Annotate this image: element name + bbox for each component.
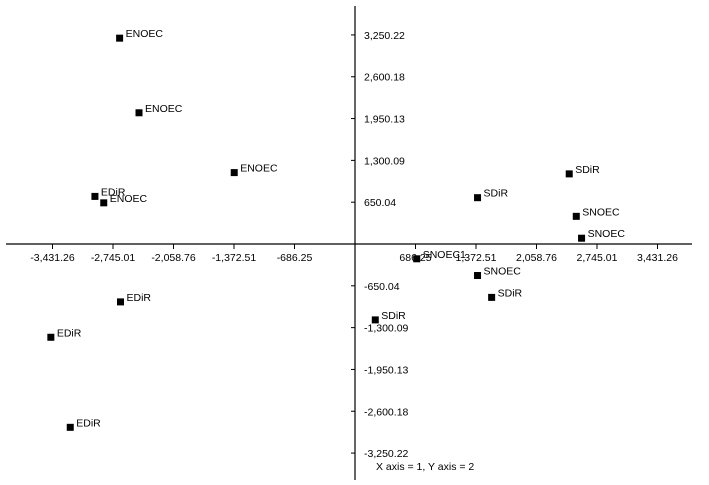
data-point-marker — [474, 194, 482, 202]
data-point-marker — [116, 34, 124, 42]
x-tick-label: -1,372.51 — [212, 252, 257, 264]
y-tick-label: 1,950.13 — [364, 114, 405, 126]
data-point-marker — [66, 423, 74, 431]
x-tick-label: -3,431.26 — [30, 252, 75, 264]
data-point-label: ENOEC — [145, 103, 183, 115]
data-point-marker — [47, 333, 55, 341]
data-point-label: EDiR — [127, 292, 152, 304]
data-point-marker — [371, 316, 379, 324]
y-tick-label: 650.04 — [364, 197, 396, 209]
axis-assignment-note: X axis = 1, Y axis = 2 — [376, 461, 474, 473]
data-point-label: SDiR — [484, 188, 509, 200]
y-tick-label: -2,600.18 — [364, 406, 409, 418]
data-point-marker — [91, 192, 99, 200]
data-point-marker — [572, 212, 580, 220]
y-tick-label: 3,250.22 — [364, 30, 405, 42]
data-point-label: SNOEC — [588, 228, 626, 240]
data-point-label: SNOEC1 — [423, 249, 466, 261]
data-point-marker — [413, 255, 421, 263]
x-tick-label: 1,372.51 — [456, 252, 497, 264]
axes — [6, 6, 692, 480]
data-point-marker — [565, 170, 573, 178]
data-point-label: ENOEC — [240, 163, 278, 175]
y-tick-label: 1,300.09 — [364, 155, 405, 167]
data-point-label: SDiR — [381, 310, 406, 322]
data-point-marker — [100, 199, 108, 207]
x-tick-label: -686.25 — [277, 252, 313, 264]
x-tick-label: -2,058.76 — [151, 252, 196, 264]
data-point-label: EDiR — [57, 327, 82, 339]
y-tick-label: -3,250.22 — [364, 448, 409, 460]
y-tick-label: -1,300.09 — [364, 323, 409, 335]
data-point-label: SNOEC — [484, 266, 522, 278]
data-point-label: ENOEC — [126, 28, 164, 40]
data-points: ENOECENOECENOECEDiRENOECEDiREDiREDiRSDiR… — [47, 28, 625, 431]
data-point-label: SDiR — [575, 164, 600, 176]
y-tick-label: 2,600.18 — [364, 72, 405, 84]
y-tick-label: -650.04 — [364, 281, 400, 293]
data-point-label: EDiR — [76, 417, 101, 429]
data-point-label: ENOEC — [110, 193, 148, 205]
data-point-marker — [488, 293, 496, 301]
x-tick-label: 3,431.26 — [637, 252, 678, 264]
data-point-marker — [578, 234, 586, 242]
ticks: -3,431.26 -2,745.01 -2,058.76 -1,372.51 -686… — [30, 30, 678, 460]
x-tick-label: -2,745.01 — [91, 252, 136, 264]
data-point-marker — [135, 109, 143, 117]
data-point-label: SNOEC — [582, 206, 620, 218]
y-tick-label: -1,950.13 — [364, 364, 409, 376]
data-point-marker — [117, 298, 124, 306]
x-tick-label: 2,745.01 — [577, 252, 618, 264]
data-point-label: EDiR — [101, 186, 126, 198]
x-tick-label: 2,058.76 — [516, 252, 557, 264]
data-point-label: SDiR — [498, 287, 523, 299]
data-point-marker — [474, 272, 482, 280]
data-point-marker — [230, 169, 238, 177]
